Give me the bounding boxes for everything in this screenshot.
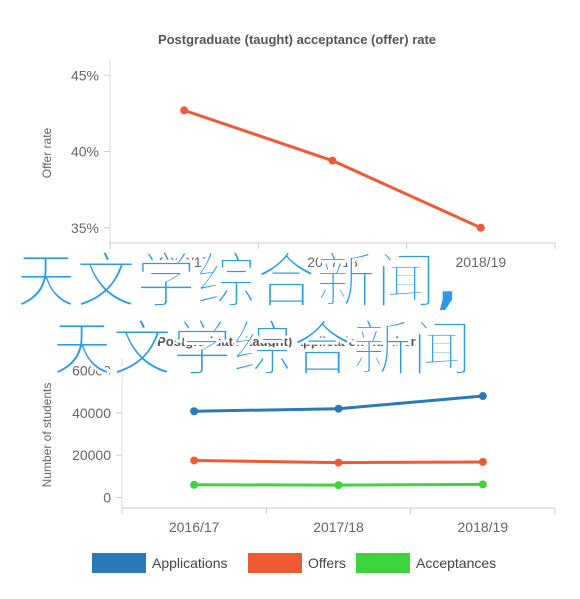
overlay-text-line-1: 天文学综合新闻, — [16, 247, 459, 317]
legend-swatch — [248, 553, 302, 573]
data-point — [334, 481, 343, 490]
y-axis-label: Offer rate — [40, 127, 54, 178]
y-tick-label: 20000 — [72, 447, 111, 463]
x-tick-label: 2018/19 — [456, 254, 507, 270]
x-tick-label: 2016/17 — [159, 254, 210, 270]
data-point — [190, 407, 199, 416]
legend-swatch — [356, 553, 410, 573]
y-tick-label: 40% — [71, 144, 99, 160]
data-point — [478, 392, 487, 401]
x-tick-label: 2017/18 — [313, 519, 364, 535]
y-tick-label: 40000 — [72, 405, 111, 421]
legend-label: Acceptances — [416, 555, 496, 571]
watermark-overlay: 天文学综合新闻, 天文学综合新闻 — [16, 247, 473, 386]
offer-rate-chart: Postgraduate (taught) acceptance (offer)… — [40, 32, 556, 270]
data-point — [334, 458, 343, 467]
x-tick-label: 2018/19 — [458, 519, 509, 535]
legend-swatch — [92, 553, 146, 573]
y-tick-label: 35% — [71, 220, 99, 236]
data-point — [478, 480, 487, 489]
data-point — [478, 457, 487, 466]
data-point — [190, 456, 199, 465]
y-tick-label: 60000 — [72, 363, 111, 379]
chart-title: Postgraduate (taught) acceptance (offer)… — [158, 32, 436, 47]
legend: Applications Offers Acceptances — [92, 553, 496, 573]
x-tick-label: 2017/18 — [307, 254, 358, 270]
legend-label: Offers — [308, 555, 346, 571]
series-line — [183, 108, 482, 230]
legend-label: Applications — [152, 555, 228, 571]
overlay-text-line-2: 天文学综合新闻 — [52, 315, 472, 385]
chart-title: Postgraduate (taught) application number… — [157, 334, 423, 349]
y-tick-label: 0 — [103, 489, 111, 505]
data-point — [190, 480, 199, 489]
data-point — [180, 106, 189, 115]
y-tick-label: 45% — [71, 67, 99, 83]
y-axis-label: Number of students — [40, 383, 54, 488]
application-numbers-chart: Postgraduate (taught) application number… — [40, 334, 556, 573]
data-point — [476, 223, 485, 232]
x-tick-label: 2016/17 — [169, 519, 220, 535]
data-point — [328, 156, 337, 165]
data-point — [334, 404, 343, 413]
